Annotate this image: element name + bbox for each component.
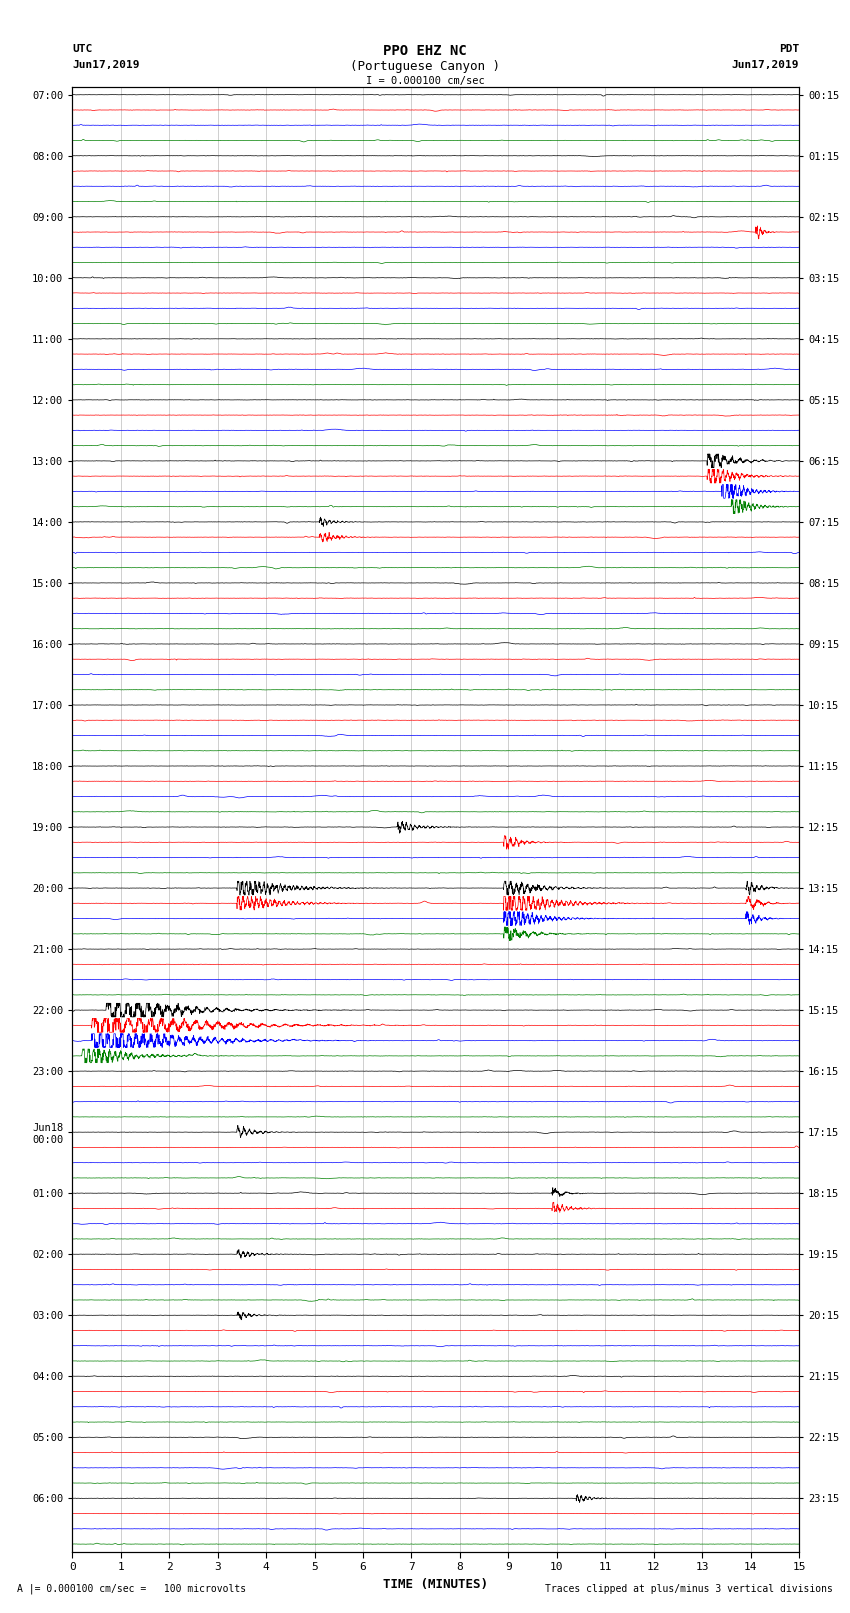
- Text: PDT: PDT: [779, 44, 799, 53]
- Text: A |= 0.000100 cm/sec =   100 microvolts: A |= 0.000100 cm/sec = 100 microvolts: [17, 1582, 246, 1594]
- Text: (Portuguese Canyon ): (Portuguese Canyon ): [350, 60, 500, 73]
- X-axis label: TIME (MINUTES): TIME (MINUTES): [383, 1578, 488, 1590]
- Text: Jun17,2019: Jun17,2019: [732, 60, 799, 69]
- Text: Traces clipped at plus/minus 3 vertical divisions: Traces clipped at plus/minus 3 vertical …: [545, 1584, 833, 1594]
- Text: PPO EHZ NC: PPO EHZ NC: [383, 44, 467, 58]
- Text: Jun17,2019: Jun17,2019: [72, 60, 139, 69]
- Text: UTC: UTC: [72, 44, 93, 53]
- Text: I = 0.000100 cm/sec: I = 0.000100 cm/sec: [366, 76, 484, 85]
